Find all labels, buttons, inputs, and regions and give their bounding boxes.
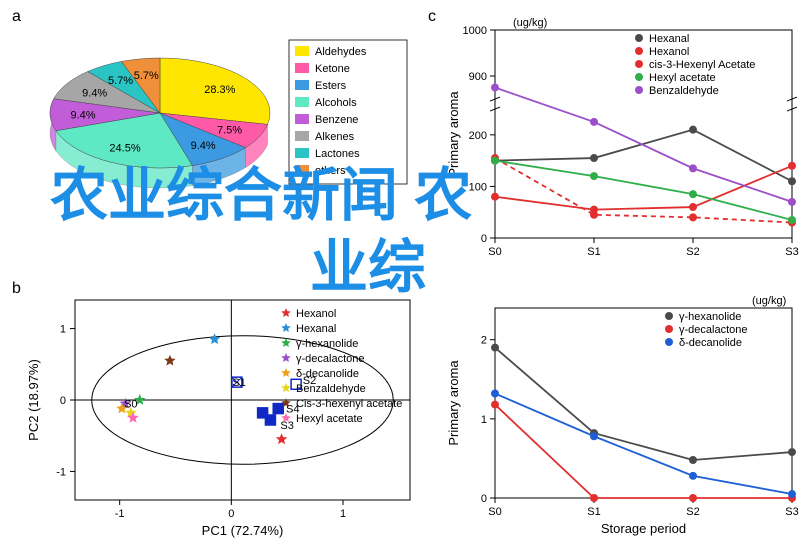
svg-text:S3: S3: [785, 246, 798, 258]
svg-text:100: 100: [469, 181, 487, 193]
svg-text:others: others: [315, 165, 346, 177]
svg-text:9.4%: 9.4%: [191, 140, 216, 152]
svg-text:Hexyl acetate: Hexyl acetate: [649, 72, 716, 84]
svg-text:Hexanol: Hexanol: [649, 46, 689, 58]
svg-text:S3: S3: [785, 506, 798, 518]
svg-text:δ-decanolide: δ-decanolide: [679, 337, 742, 349]
svg-text:Aldehydes: Aldehydes: [315, 46, 367, 58]
svg-text:900: 900: [469, 71, 487, 83]
svg-text:1: 1: [60, 324, 66, 336]
svg-text:Cis-3-hexenyl acetate: Cis-3-hexenyl acetate: [296, 398, 402, 410]
svg-text:1000: 1000: [463, 25, 487, 37]
svg-text:(ug/kg): (ug/kg): [513, 17, 547, 29]
svg-text:S0: S0: [488, 246, 501, 258]
svg-text:0: 0: [481, 233, 487, 245]
svg-text:0: 0: [60, 395, 66, 407]
line-chart-bottom: 0 1 2 S0 S1 S2 S3 Primary aroma Storage period (u…: [440, 290, 800, 538]
svg-text:-1: -1: [56, 466, 66, 478]
svg-text:1: 1: [340, 508, 346, 520]
svg-text:S3: S3: [280, 420, 293, 432]
svg-text:cis-3-Hexenyl Acetate: cis-3-Hexenyl Acetate: [649, 59, 755, 71]
svg-text:Hexanal: Hexanal: [296, 323, 336, 335]
svg-text:Hexanal: Hexanal: [649, 33, 689, 45]
svg-text:Ketone: Ketone: [315, 63, 350, 75]
svg-text:1: 1: [481, 414, 487, 426]
svg-text:S1: S1: [587, 246, 600, 258]
svg-text:0: 0: [481, 493, 487, 505]
svg-text:γ-hexanolide: γ-hexanolide: [679, 311, 741, 323]
svg-text:Esters: Esters: [315, 80, 347, 92]
panel-c-label: c: [428, 8, 436, 26]
svg-text:S1: S1: [232, 377, 245, 389]
svg-text:Benzaldehyde: Benzaldehyde: [649, 85, 719, 97]
svg-text:28.3%: 28.3%: [204, 84, 235, 96]
svg-text:γ-hexanolide: γ-hexanolide: [296, 338, 358, 350]
svg-text:γ-decalactone: γ-decalactone: [296, 353, 365, 365]
svg-text:5.7%: 5.7%: [134, 70, 159, 82]
svg-text:24.5%: 24.5%: [109, 142, 140, 154]
svg-text:2: 2: [481, 335, 487, 347]
svg-text:δ-decanolide: δ-decanolide: [296, 368, 359, 380]
svg-text:-1: -1: [115, 508, 125, 520]
svg-text:Benzene: Benzene: [315, 114, 358, 126]
svg-text:Hexyl acetate: Hexyl acetate: [296, 413, 363, 425]
svg-text:S2: S2: [686, 506, 699, 518]
svg-text:S2: S2: [686, 246, 699, 258]
svg-text:9.4%: 9.4%: [71, 109, 96, 121]
svg-text:Alkenes: Alkenes: [315, 131, 355, 143]
svg-text:5.7%: 5.7%: [108, 75, 133, 87]
line-chart-top: 0 100 200 900 1000 S0 S1 S2 S3 Primary aroma (ug/k…: [440, 12, 800, 272]
svg-text:Primary aroma: Primary aroma: [446, 360, 461, 446]
svg-text:γ-decalactone: γ-decalactone: [679, 324, 748, 336]
svg-text:Primary aroma: Primary aroma: [446, 91, 461, 177]
svg-text:PC2 (18.97%): PC2 (18.97%): [26, 359, 41, 441]
svg-text:Benzaldehyde: Benzaldehyde: [296, 383, 366, 395]
svg-text:9.4%: 9.4%: [82, 88, 107, 100]
pca-scatter: -101-101PC1 (72.74%)PC2 (18.97%)S0S1S2S3…: [20, 290, 420, 540]
svg-text:Hexanol: Hexanol: [296, 308, 336, 320]
svg-text:(ug/kg): (ug/kg): [752, 295, 786, 307]
svg-text:S1: S1: [587, 506, 600, 518]
svg-text:200: 200: [469, 130, 487, 142]
svg-text:Alcohols: Alcohols: [315, 97, 357, 109]
svg-text:Storage period: Storage period: [601, 521, 686, 536]
svg-text:S0: S0: [124, 399, 137, 411]
svg-text:S0: S0: [488, 506, 501, 518]
svg-text:0: 0: [228, 508, 234, 520]
svg-text:Lactones: Lactones: [315, 148, 360, 160]
svg-text:7.5%: 7.5%: [217, 125, 242, 137]
svg-text:PC1 (72.74%): PC1 (72.74%): [202, 523, 284, 538]
pie-chart: 28.3%7.5%9.4%24.5%9.4%9.4%5.7%5.7%Aldehy…: [20, 18, 420, 218]
